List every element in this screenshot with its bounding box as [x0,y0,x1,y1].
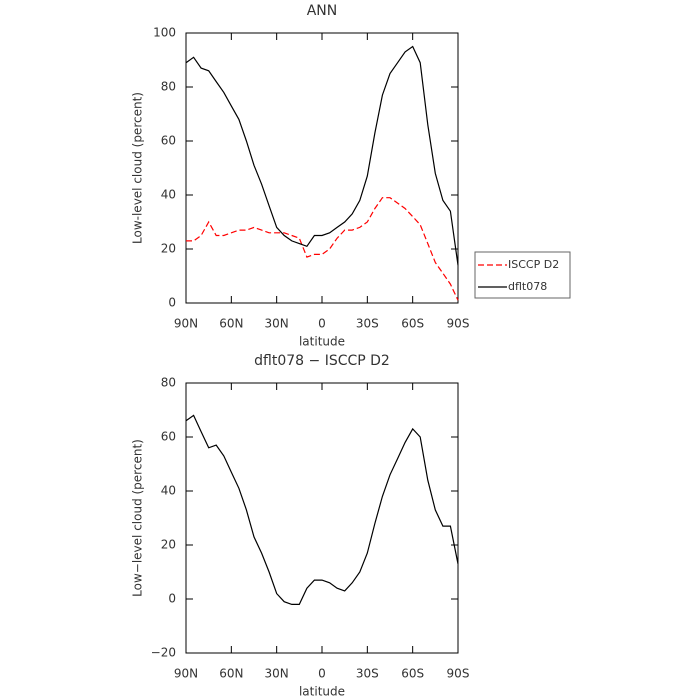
y-tick-label: 40 [161,484,176,498]
y-tick-label: 60 [161,134,176,148]
y-tick-label: 0 [168,296,176,310]
x-tick-label: 90N [174,317,198,331]
x-axis-label: latitude [299,685,345,699]
chart-title: ANN [307,3,338,19]
y-axis-label: Low-level cloud (percent) [131,92,145,244]
legend-label: dflt078 [508,280,547,293]
x-tick-label: 60N [219,317,243,331]
y-tick-label: 0 [168,592,176,606]
x-tick-label: 90S [447,317,470,331]
data-line [186,197,459,301]
x-tick-label: 0 [318,667,326,681]
y-tick-label: 20 [161,242,176,256]
y-tick-label: 40 [161,188,176,202]
y-tick-label: 80 [161,376,176,390]
data-line [185,414,459,605]
y-axis-label: Low−level cloud (percent) [131,439,145,597]
legend-box [474,251,571,299]
y-tick-label: 20 [161,538,176,552]
y-tick-label: 80 [161,80,176,94]
x-axis-label: latitude [299,335,345,349]
x-tick-label: 60S [401,317,424,331]
plot-frame [185,32,459,304]
x-tick-label: 60S [401,667,424,681]
data-line [185,45,459,266]
x-tick-label: 0 [318,317,326,331]
x-tick-label: 90N [174,667,198,681]
x-tick-label: 90S [447,667,470,681]
x-tick-label: 30N [265,667,289,681]
plot-frame [185,382,459,654]
y-tick-label: −20 [151,646,176,660]
chart-title: dflt078 − ISCCP D2 [254,353,390,369]
x-tick-label: 30N [265,317,289,331]
x-tick-label: 30S [356,667,379,681]
y-tick-label: 60 [161,430,176,444]
x-tick-label: 60N [219,667,243,681]
x-tick-label: 30S [356,317,379,331]
legend-label: ISCCP D2 [508,258,559,271]
y-tick-label: 100 [153,26,176,40]
